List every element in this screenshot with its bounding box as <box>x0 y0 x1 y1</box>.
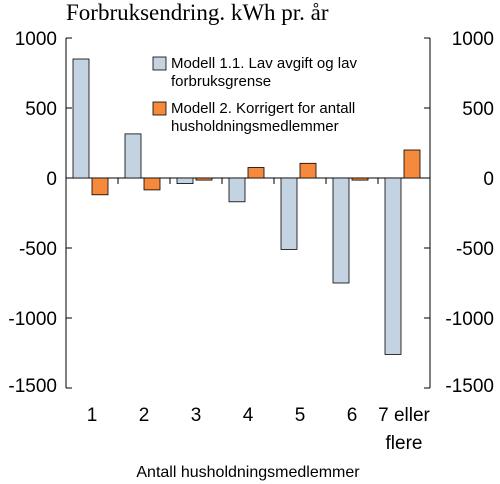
x-tick-label-line: 6 <box>347 405 358 426</box>
y-tick-label-right: 500 <box>462 99 494 120</box>
y-tick-label-right: 0 <box>483 169 494 190</box>
bar-series-2-cat-3 <box>195 177 213 181</box>
legend-swatch-1 <box>152 56 167 71</box>
x-tick-label: 7 eller flere <box>378 405 430 454</box>
x-tick-label-line: 2 <box>139 405 150 426</box>
x-tick-label: 1 <box>87 405 98 426</box>
bars <box>72 58 421 355</box>
x-tick-label: 5 <box>295 405 306 426</box>
y-tick-label-right: -1000 <box>445 309 494 330</box>
y-tick-label-left: 1000 <box>15 29 57 50</box>
legend-swatch-2 <box>152 101 167 116</box>
y-tick-label-left: 500 <box>25 99 57 120</box>
x-tick-label-line: 4 <box>243 405 254 426</box>
y-tick-label-left: -500 <box>19 239 57 260</box>
bar-series-1-cat-4 <box>228 177 246 203</box>
bar-series-1-cat-5 <box>280 177 298 250</box>
y-tick-label-right: 1000 <box>452 29 494 50</box>
bar-series-2-cat-7 <box>403 149 421 179</box>
y-tick-label-right: -1500 <box>445 376 494 397</box>
y-tick-label-right: -500 <box>456 239 494 260</box>
x-tick-label-line: 5 <box>295 405 306 426</box>
legend: Modell 1.1. Lav avgift og lav forbruksgre… <box>152 55 357 135</box>
bar-series-1-cat-2 <box>124 133 142 179</box>
x-tick-label: 4 <box>243 405 254 426</box>
bar-series-1-cat-3 <box>176 177 194 184</box>
x-tick-label: 3 <box>191 405 202 426</box>
bar-series-1-cat-6 <box>332 177 350 284</box>
legend-label-2: Modell 2. Korrigert for antall husholdnin… <box>171 100 355 135</box>
bar-series-2-cat-5 <box>299 162 317 179</box>
x-tick-label-line: flere <box>386 433 423 454</box>
bar-series-2-cat-2 <box>143 177 161 191</box>
x-tick-label-line: 3 <box>191 405 202 426</box>
x-tick-label: 2 <box>139 405 150 426</box>
legend-label-line: Modell 2. Korrigert for antall <box>171 100 355 117</box>
bar-series-2-cat-1 <box>91 177 109 196</box>
y-tick-label-left: 0 <box>46 169 57 190</box>
x-axis-label: Antall husholdningsmedlemmer <box>136 464 360 481</box>
x-tick-label-line: 7 eller <box>378 405 430 426</box>
chart-title: Forbruksendring. kWh pr. år <box>66 0 329 25</box>
legend-label-line: forbruksgrense <box>171 73 271 90</box>
y-tick-label-left: -1500 <box>8 376 57 397</box>
legend-label-1: Modell 1.1. Lav avgift og lav forbruksgre… <box>171 55 357 90</box>
x-tick-label-line: 1 <box>87 405 98 426</box>
bar-series-2-cat-6 <box>351 177 369 181</box>
bar-series-1-cat-1 <box>72 58 90 179</box>
bar-series-1-cat-7 <box>384 177 402 355</box>
legend-label-line: husholdningsmedlemmer <box>171 118 339 135</box>
y-tick-label-left: -1000 <box>8 309 57 330</box>
legend-label-line: Modell 1.1. Lav avgift og lav <box>171 55 357 72</box>
x-tick-label: 6 <box>347 405 358 426</box>
axes: 1000 1000 500 500 0 0 -500 -500 -1000 -1000 -1500 -… <box>8 29 494 454</box>
bar-series-2-cat-4 <box>247 167 265 179</box>
